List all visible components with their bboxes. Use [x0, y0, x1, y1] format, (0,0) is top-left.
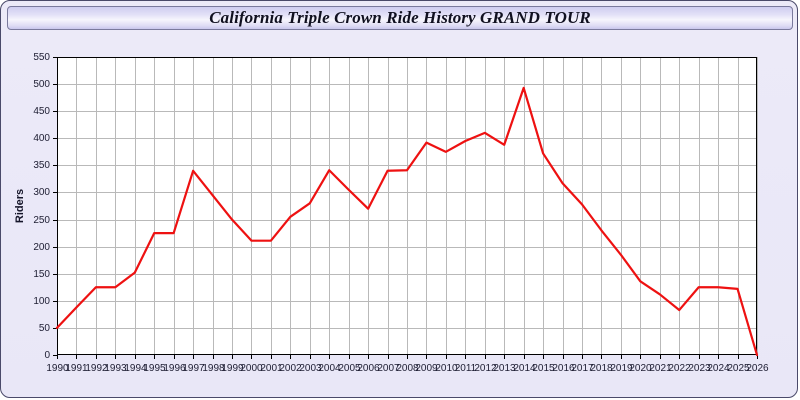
- x-tick-label: 2009: [415, 363, 438, 374]
- y-tick-label: 500: [33, 79, 50, 90]
- y-tick-label: 250: [33, 215, 50, 226]
- x-tick-label: 1993: [104, 363, 127, 374]
- y-tick-label: 150: [33, 269, 50, 280]
- x-tick-label: 2020: [629, 363, 652, 374]
- x-tick-label: 2007: [377, 363, 400, 374]
- title-bar: California Triple Crown Ride History GRA…: [7, 6, 793, 30]
- x-tick-label: 2000: [240, 363, 263, 374]
- x-tick-label: 2001: [260, 363, 283, 374]
- x-tick-label: 1992: [85, 363, 108, 374]
- x-tick-label: 2003: [299, 363, 322, 374]
- x-tick-label: 1995: [143, 363, 166, 374]
- axis-lines: [57, 57, 757, 355]
- x-tick-label: 2022: [668, 363, 691, 374]
- x-tick-label: 2017: [571, 363, 594, 374]
- x-tick-label: 2015: [532, 363, 555, 374]
- x-tick-label: 2002: [279, 363, 302, 374]
- y-tick-label: 400: [33, 133, 50, 144]
- gridlines: [57, 57, 758, 355]
- x-tick-label: 2026: [746, 363, 769, 374]
- x-tick-label: 1990: [46, 363, 69, 374]
- y-tick-label: 200: [33, 242, 50, 253]
- y-tick-label: 550: [33, 52, 50, 63]
- x-tick-label: 1994: [124, 363, 147, 374]
- x-tick-label: 2021: [649, 363, 672, 374]
- x-axis-ticks: 1990199119921993199419951996199719981999…: [46, 355, 769, 374]
- series-polyline: [55, 86, 759, 357]
- x-tick-label: 2025: [727, 363, 750, 374]
- y-tick-label: 0: [44, 350, 50, 361]
- x-tick-label: 1998: [202, 363, 225, 374]
- x-tick-label: 2013: [493, 363, 516, 374]
- y-tick-label: 350: [33, 160, 50, 171]
- y-tick-label: 450: [33, 106, 50, 117]
- x-tick-label: 1996: [163, 363, 186, 374]
- x-tick-label: 1991: [65, 363, 88, 374]
- plot-area: 0 50 100 150 200 250 300 350 400 450 500 550 1990 19…: [1, 34, 797, 397]
- x-tick-label: 2016: [552, 363, 575, 374]
- x-tick-label: 2011: [455, 363, 477, 374]
- y-axis-ticks: 0 50 100 150 200 250 300 350 400 450 500 550: [33, 52, 57, 361]
- x-tick-label: 1999: [221, 363, 244, 374]
- x-tick-label: 2024: [707, 363, 730, 374]
- data-series-riders: [55, 86, 759, 357]
- x-tick-label: 1997: [182, 363, 205, 374]
- x-tick-label: 2014: [513, 363, 536, 374]
- y-axis-title: Riders: [14, 189, 26, 223]
- x-tick-label: 2019: [610, 363, 633, 374]
- x-tick-label: 2005: [338, 363, 361, 374]
- x-tick-label: 2018: [590, 363, 613, 374]
- y-tick-label: 50: [39, 323, 51, 334]
- y-tick-label: 300: [33, 187, 50, 198]
- page-title: California Triple Crown Ride History GRA…: [209, 8, 591, 27]
- x-tick-label: 2006: [357, 363, 380, 374]
- x-tick-label: 2010: [435, 363, 458, 374]
- y-tick-label: 100: [33, 296, 50, 307]
- x-tick-label: 2023: [688, 363, 711, 374]
- x-tick-label: 2012: [474, 363, 497, 374]
- x-tick-label: 2004: [318, 363, 341, 374]
- x-tick-label: 2008: [396, 363, 419, 374]
